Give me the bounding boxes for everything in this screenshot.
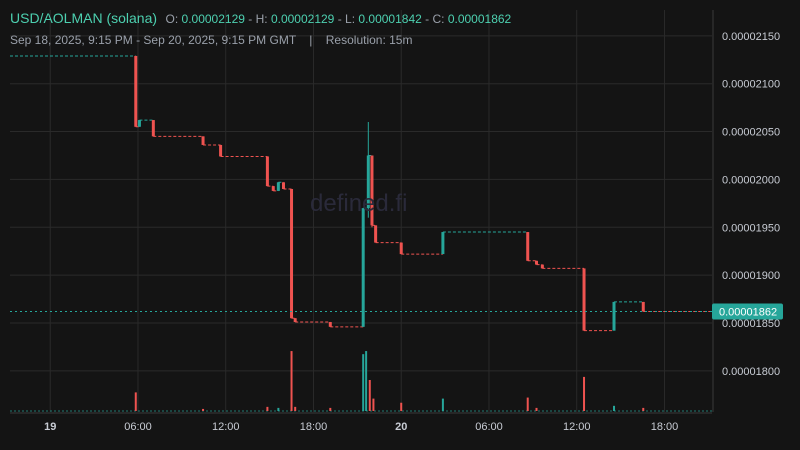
watermark: defined.fi [310, 190, 408, 217]
y-tick-label: 0.00002100 [722, 79, 780, 91]
volume-bar [583, 376, 586, 411]
candle-body[interactable] [374, 225, 378, 243]
chart-header: USD/AOLMAN (solana) O: 0.00002129 - H: 0… [10, 10, 511, 28]
candle-body[interactable] [535, 260, 538, 265]
candle-body[interactable] [201, 136, 205, 145]
candle-body[interactable] [526, 232, 530, 261]
candle-body[interactable] [293, 318, 297, 323]
candle-body[interactable] [366, 155, 370, 209]
volume-bar [365, 351, 368, 411]
y-tick-label: 0.00001850 [722, 318, 780, 330]
volume-bar [526, 397, 529, 411]
candle-body[interactable] [265, 156, 269, 187]
volume-bar [134, 392, 137, 411]
candle-body[interactable] [281, 182, 285, 189]
volume-bar [441, 398, 444, 411]
last-price-label: 0.00001862 [719, 307, 777, 319]
candle-body[interactable] [441, 232, 445, 255]
volume-bar [202, 408, 205, 411]
close-value: 0.00001862 [447, 12, 512, 26]
date-range: Sep 18, 2025, 9:15 PM - Sep 20, 2025, 9:… [10, 33, 296, 47]
x-tick-label: 18:00 [651, 421, 679, 433]
candle-body[interactable] [271, 186, 275, 191]
x-tick-label: 19 [44, 421, 56, 433]
y-tick-label: 0.00001950 [722, 222, 780, 234]
open-label: O: [165, 12, 179, 26]
last-price-tag [712, 303, 783, 320]
pair-title: USD/AOLMAN (solana) [10, 10, 158, 26]
volume-bar [613, 405, 616, 411]
candle-body[interactable] [134, 55, 138, 127]
candle-body[interactable] [219, 144, 223, 157]
volume-bar [400, 402, 403, 411]
volume-bar [294, 406, 297, 411]
volume-bar [372, 398, 375, 411]
y-tick-label: 0.00002050 [722, 127, 780, 139]
volume-bar [329, 407, 332, 411]
x-tick-label: 20 [395, 421, 407, 433]
volume-bar [535, 407, 538, 411]
candle-body[interactable] [361, 208, 365, 327]
high-value: 0.00002129 [270, 12, 335, 26]
volume-bar [642, 407, 645, 411]
x-tick-label: 12:00 [563, 421, 591, 433]
separator: | [309, 33, 313, 47]
low-value: 0.00001842 [358, 12, 422, 26]
volume-bar [290, 351, 293, 411]
candle-body[interactable] [612, 301, 616, 331]
low-label: - L: [337, 12, 356, 26]
volume-bar [266, 406, 269, 411]
x-tick-label: 18:00 [300, 421, 328, 433]
candle-body[interactable] [137, 120, 141, 127]
candle-body[interactable] [540, 264, 544, 269]
y-tick-label: 0.00001800 [722, 366, 780, 378]
x-tick-label: 06:00 [124, 421, 152, 433]
candle-body[interactable] [290, 188, 294, 319]
close-label: - C: [425, 12, 445, 26]
y-tick-label: 0.00002000 [722, 174, 780, 186]
y-tick-label: 0.00001900 [722, 270, 780, 282]
ohlc-readout: O: 0.00002129 - H: 0.00002129 - L: 0.000… [166, 12, 512, 26]
candle-body[interactable] [641, 301, 645, 312]
x-tick-label: 06:00 [475, 421, 503, 433]
high-label: - H: [248, 12, 268, 26]
chart-subheader: Sep 18, 2025, 9:15 PM - Sep 20, 2025, 9:… [10, 33, 412, 47]
candle-body[interactable] [399, 242, 403, 255]
candle-body[interactable] [328, 322, 332, 327]
candle-body[interactable] [151, 120, 155, 137]
candle-body[interactable] [370, 155, 374, 226]
volume-bar [277, 407, 280, 411]
y-tick-label: 0.00002150 [722, 31, 780, 43]
volume-bar [368, 380, 371, 411]
candle-body[interactable] [276, 182, 280, 191]
open-value: 0.00002129 [181, 12, 245, 26]
volume-bar [362, 354, 365, 411]
candle-body[interactable] [582, 268, 586, 331]
x-tick-label: 12:00 [212, 421, 240, 433]
resolution-label: Resolution: 15m [325, 33, 413, 47]
